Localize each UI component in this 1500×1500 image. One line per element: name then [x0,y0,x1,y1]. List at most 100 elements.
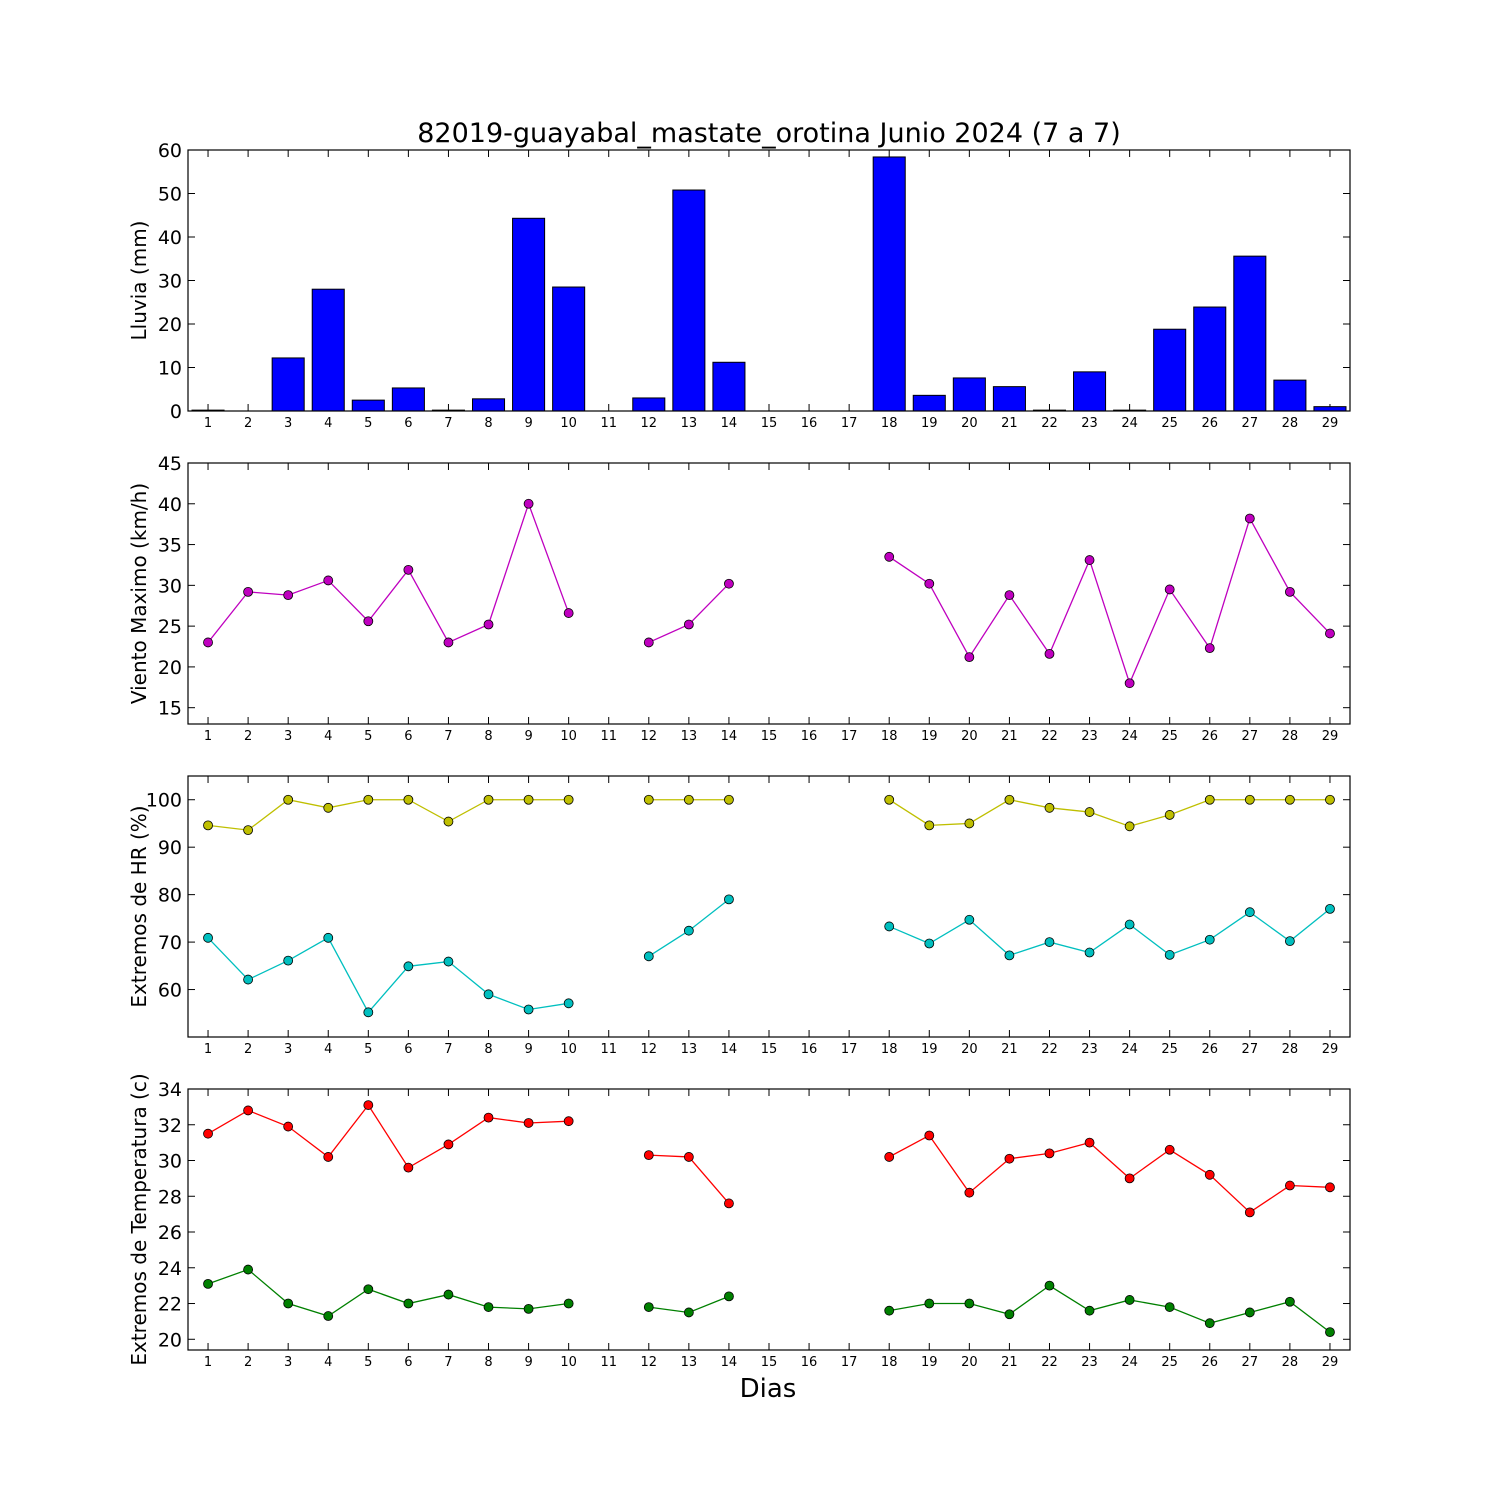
x-tick-label: 5 [364,416,372,431]
data-point [965,1299,974,1308]
x-tick-label: 11 [600,1355,617,1370]
bar [873,157,905,411]
bar [1234,256,1266,411]
series-line [208,800,569,830]
data-point [1125,1295,1134,1304]
x-tick-label: 21 [1001,416,1018,431]
bar [352,400,384,411]
x-tick-label: 22 [1041,1355,1058,1370]
bar [472,399,504,411]
data-point [524,1304,533,1313]
data-point [1005,951,1014,960]
x-tick-label: 1 [204,1042,212,1057]
x-tick-label: 18 [881,729,898,744]
data-point [925,1299,934,1308]
series-line [889,1286,1330,1332]
data-point [1245,1208,1254,1217]
data-point [644,1151,653,1160]
x-tick-label: 3 [284,1042,292,1057]
data-point [1125,679,1134,688]
data-point [885,795,894,804]
x-tick-label: 19 [921,1355,938,1370]
data-point [444,1140,453,1149]
bar [513,218,545,411]
data-point [1005,1154,1014,1163]
x-tick-label: 8 [484,1355,492,1370]
data-point [284,795,293,804]
panel-4: 20222426283032341 2 3 4 5 6 7 8 9 10 11 12 13 14 15 16 1… [127,1073,1350,1370]
x-tick-label: 8 [484,416,492,431]
x-tick-label: 17 [841,1042,858,1057]
bar [553,287,585,411]
x-tick-label: 29 [1322,1042,1339,1057]
x-tick-label: 15 [761,1042,778,1057]
x-tick-label: 27 [1242,1355,1259,1370]
bar [993,387,1025,411]
data-point [1285,1181,1294,1190]
x-tick-label: 23 [1081,1355,1098,1370]
x-tick-label: 1 [204,1355,212,1370]
data-point [1165,1303,1174,1312]
data-point [204,821,213,830]
data-point [284,591,293,600]
x-tick-label: 7 [444,1355,452,1370]
series-line [889,518,1330,683]
data-point [684,795,693,804]
data-point [1165,1145,1174,1154]
data-point [244,826,253,835]
x-tick-label: 6 [404,1355,412,1370]
data-point [684,926,693,935]
y-tick-label: 60 [158,140,182,162]
x-tick-label: 16 [801,1355,818,1370]
data-point [524,795,533,804]
data-point [1325,629,1334,638]
data-point [284,1122,293,1131]
bar [913,395,945,411]
bar [272,358,304,411]
data-point [1325,1183,1334,1192]
x-tick-label: 25 [1161,1042,1178,1057]
data-point [1005,591,1014,600]
data-point [244,975,253,984]
bar [1154,329,1186,411]
x-tick-label: 25 [1161,1355,1178,1370]
bar [673,190,705,411]
data-point [925,579,934,588]
x-tick-label: 26 [1201,1355,1218,1370]
y-tick-label: 32 [158,1115,182,1137]
series-line [649,584,729,643]
x-tick-label: 19 [921,416,938,431]
data-point [1165,950,1174,959]
x-tick-label: 24 [1121,1042,1138,1057]
x-tick-label: 24 [1121,729,1138,744]
data-point [204,1279,213,1288]
data-point [1165,585,1174,594]
data-point [1045,803,1054,812]
data-point [644,638,653,647]
x-tick-label: 2 [244,1355,252,1370]
data-point [324,933,333,942]
data-point [484,620,493,629]
x-tick-label: 27 [1242,729,1259,744]
x-tick-label: 18 [881,1042,898,1057]
y-axis-label: Extremos de HR (%) [127,805,151,1007]
data-point [564,999,573,1008]
data-point [204,638,213,647]
x-tick-label: 8 [484,729,492,744]
panel-2: 152025303540451 2 3 4 5 6 7 8 9 10 11 12 13 14 15 16 17 1… [127,453,1350,744]
y-tick-label: 26 [158,1222,182,1244]
data-point [444,817,453,826]
data-point [1085,1138,1094,1147]
x-tick-label: 6 [404,416,412,431]
data-point [404,1163,413,1172]
x-tick-label: 4 [324,729,332,744]
x-tick-label: 16 [801,729,818,744]
y-tick-label: 35 [158,535,182,557]
data-point [1285,937,1294,946]
x-tick-label: 8 [484,1042,492,1057]
x-tick-label: 20 [961,416,978,431]
y-tick-label: 60 [158,980,182,1002]
